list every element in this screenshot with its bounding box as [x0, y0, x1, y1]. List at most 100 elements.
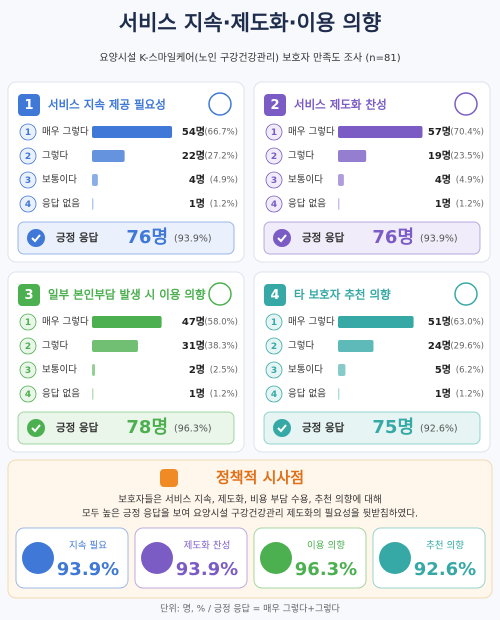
row-count: 57명: [428, 125, 451, 138]
summary-label: 이용 의향: [307, 540, 345, 552]
footer: 단위: 명, % / 긍정 응답 = 매우 그렇다+그렇다: [160, 603, 340, 615]
rank-badge: [265, 337, 283, 355]
positive-count: 75명: [372, 417, 414, 438]
row-count: 2명: [189, 363, 205, 376]
row-count: 1명: [435, 197, 451, 210]
bar: [92, 198, 94, 210]
row-count: 1명: [189, 197, 205, 210]
row-pct: (1.2%): [456, 390, 484, 400]
row-count: 22명: [182, 149, 205, 162]
rank-badge: [265, 195, 283, 213]
rank: 1: [271, 128, 277, 138]
row-label: 그렇다: [42, 341, 68, 352]
rank: 4: [271, 390, 277, 400]
row-label: 보통이다: [42, 175, 77, 186]
positive-label: 긍정 응답: [302, 231, 345, 244]
summary-value: 92.6%: [414, 559, 476, 580]
summary-card: [134, 527, 248, 589]
rank-badge: [265, 313, 283, 331]
row-count: 19명: [428, 149, 451, 162]
panel-icon: [208, 282, 232, 306]
bar: [92, 388, 94, 400]
implications-text: 보호자들은 서비스 지속, 제도화, 비용 부담 수용, 추천 의향에 대해: [118, 494, 381, 506]
panel-title: 일부 본인부담 발생 시 이용 의향: [48, 288, 206, 302]
rank-badge: [19, 147, 37, 165]
bar: [338, 340, 374, 352]
row-label: 보통이다: [288, 175, 323, 186]
summary-icon: [22, 542, 54, 574]
row-count: 47명: [182, 315, 205, 328]
panel: [253, 81, 491, 263]
implications-title: 정책적 시사점: [216, 469, 304, 487]
row-count: 24명: [428, 339, 451, 352]
panel: [7, 271, 245, 453]
row-pct: (1.2%): [210, 390, 238, 400]
bar: [338, 316, 414, 328]
rank-badge: [19, 123, 37, 141]
row-label: 그렇다: [288, 341, 314, 352]
row-count: 51명: [428, 315, 451, 328]
row-label: 응답 없음: [288, 388, 326, 400]
row-pct: (23.5%): [450, 152, 484, 162]
rank-badge: [19, 195, 37, 213]
row-label: 보통이다: [288, 365, 323, 376]
positive-pct: (92.6%): [420, 424, 458, 435]
positive-label: 긍정 응답: [56, 421, 99, 434]
row-label: 매우 그렇다: [288, 127, 335, 138]
bar: [92, 126, 173, 138]
rank-badge: [19, 313, 37, 331]
rank-badge: [19, 171, 37, 189]
row-pct: (4.9%): [456, 176, 484, 186]
row-pct: (1.2%): [210, 200, 238, 210]
rank-badge: [265, 361, 283, 379]
rank: 4: [25, 390, 31, 400]
positive-pct: (93.9%): [174, 234, 212, 245]
rank: 1: [25, 318, 31, 328]
rank: 2: [271, 152, 277, 162]
panel-icon: [454, 92, 478, 116]
row-count: 31명: [182, 339, 205, 352]
bar: [92, 316, 162, 328]
row-label: 매우 그렇다: [42, 127, 89, 138]
panel-badge: [264, 94, 286, 116]
summary-card: [15, 527, 129, 589]
row-label: 매우 그렇다: [288, 317, 335, 328]
subtitle: 요양시설 K-스마일케어(노인 구강건강관리) 보호자 만족도 조사 (n=81…: [99, 52, 400, 64]
panel-number: 4: [270, 288, 279, 303]
rank: 2: [25, 152, 31, 162]
summary-label: 추천 의향: [426, 540, 464, 552]
implications-text: 모두 높은 긍정 응답을 보여 요양시설 구강건강관리 제도화의 필요성을 뒷받…: [82, 508, 418, 520]
summary-icon: [260, 542, 292, 574]
title: 서비스 지속·제도화·이용 의향: [119, 11, 381, 35]
summary-value: 93.9%: [57, 559, 119, 580]
positive-label: 긍정 응답: [56, 231, 99, 244]
panel-icon: [208, 92, 232, 116]
row-pct: (70.4%): [450, 128, 484, 138]
rank: 2: [271, 342, 277, 352]
positive-count: 78명: [126, 417, 168, 438]
summary-label: 지속 필요: [69, 540, 107, 552]
rank: 1: [25, 128, 31, 138]
row-pct: (66.7%): [204, 128, 238, 138]
rank: 3: [25, 366, 31, 376]
row-pct: (58.0%): [204, 318, 238, 328]
rank: 3: [271, 176, 277, 186]
row-count: 54명: [182, 125, 205, 138]
rank-badge: [265, 385, 283, 403]
summary-label: 제도화 찬성: [184, 541, 231, 552]
panel-badge: [18, 284, 40, 306]
summary-icon: [141, 542, 173, 574]
bar: [338, 388, 340, 400]
bar: [338, 174, 344, 186]
rank: 3: [271, 366, 277, 376]
summary-card: [372, 527, 486, 589]
row-pct: (6.2%): [456, 366, 484, 376]
row-label: 그렇다: [288, 151, 314, 162]
row-label: 그렇다: [42, 151, 68, 162]
panel-icon: [454, 282, 478, 306]
bar: [92, 364, 95, 376]
check-icon: [27, 229, 45, 247]
panel-number: 2: [270, 98, 279, 113]
check-icon: [27, 419, 45, 437]
row-pct: (27.2%): [204, 152, 238, 162]
